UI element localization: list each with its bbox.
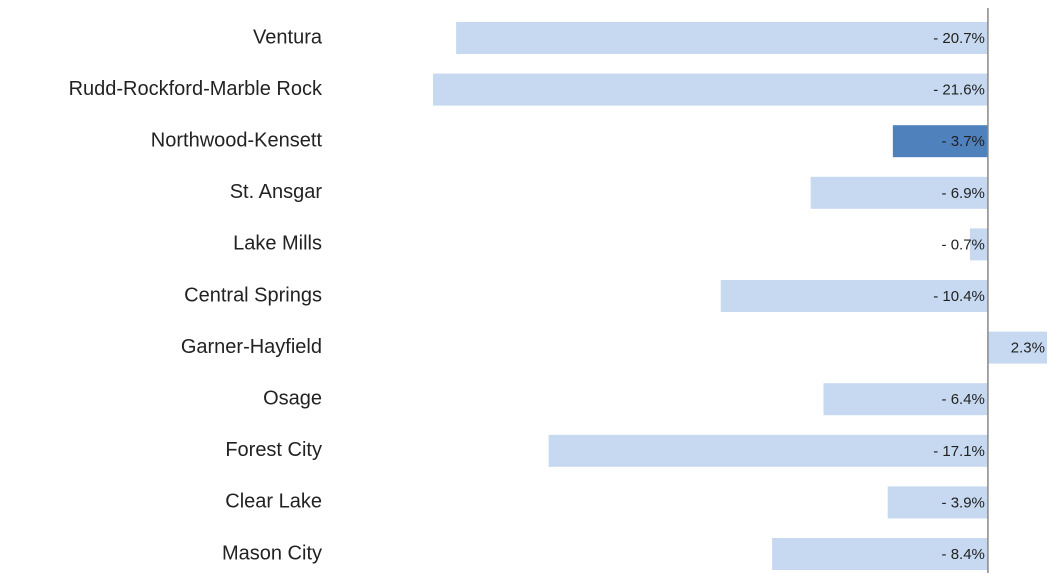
data-label: - 10.4%	[933, 288, 985, 305]
bar	[969, 228, 988, 261]
category-label: Northwood-Kensett	[151, 129, 323, 151]
data-label: - 21.6%	[933, 82, 985, 99]
data-label: - 3.7%	[942, 133, 985, 150]
category-label: Clear Lake	[225, 491, 322, 513]
data-label: - 0.7%	[942, 236, 985, 253]
category-label: Garner-Hayfield	[181, 336, 322, 358]
bar	[720, 280, 988, 312]
category-label: Rudd-Rockford-Marble Rock	[69, 78, 323, 100]
category-label: Central Springs	[184, 284, 322, 306]
bar	[823, 383, 988, 416]
plot: Ventura - 20.7% Rudd-Rockford-Marble Rock -…	[69, 22, 1047, 570]
bar	[887, 486, 988, 519]
data-label: - 3.9%	[942, 494, 985, 511]
data-label: 2.3%	[1011, 340, 1045, 357]
data-label: - 20.7%	[933, 30, 985, 47]
data-label: - 6.9%	[942, 185, 985, 202]
category-label: St. Ansgar	[230, 181, 323, 203]
category-label: Osage	[263, 387, 322, 409]
bar	[987, 331, 1047, 364]
bar	[548, 434, 988, 467]
data-label: - 8.4%	[942, 546, 985, 563]
bar	[892, 125, 988, 158]
data-label: - 17.1%	[933, 443, 985, 460]
data-label: - 6.4%	[942, 391, 985, 408]
bar	[433, 73, 988, 106]
category-label: Ventura	[253, 26, 323, 48]
category-label: Mason City	[222, 542, 322, 564]
bar	[772, 538, 988, 570]
bar	[456, 22, 988, 54]
category-label: Lake Mills	[233, 233, 322, 255]
category-label: Forest City	[225, 439, 322, 461]
bar	[810, 176, 988, 209]
